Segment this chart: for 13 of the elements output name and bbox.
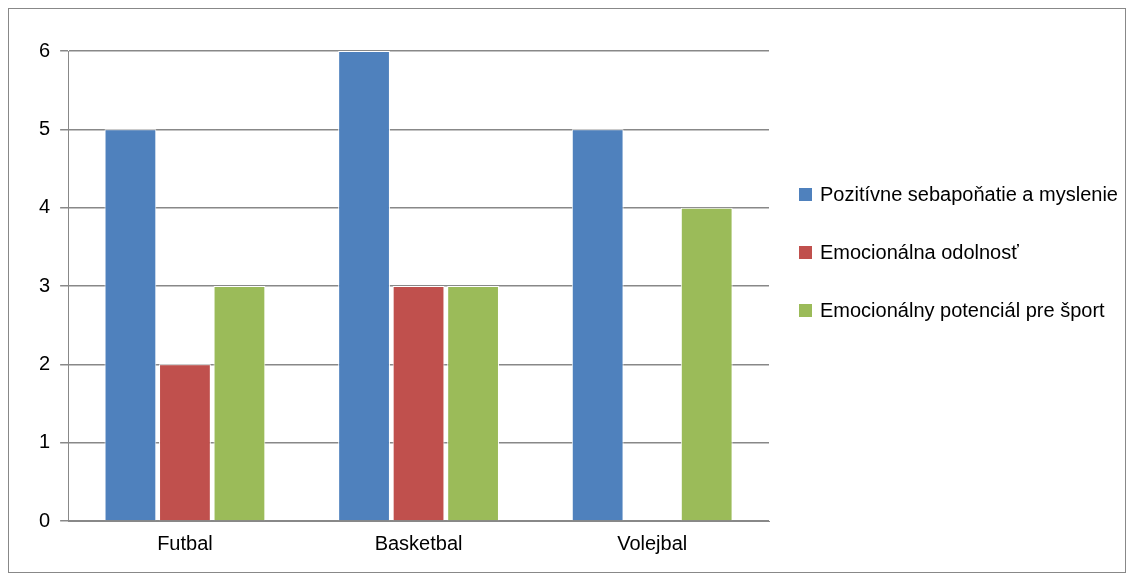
x-tick-label: Basketbal: [374, 531, 463, 554]
y-tick-label: 2: [39, 351, 51, 374]
y-tick-label: 1: [39, 430, 51, 453]
y-tick-label: 3: [39, 273, 51, 296]
y-tick-label: 0: [39, 508, 51, 531]
y-tick-label: 4: [39, 195, 51, 218]
y-tick-label: 6: [39, 38, 51, 61]
legend-label: Emocionálny potenciál pre šport: [820, 298, 1105, 323]
y-tick-label: 5: [39, 116, 51, 139]
legend-label: Pozitívne sebapoňatie a myslenie: [820, 182, 1118, 207]
legend-label: Emocionálna odolnosť: [820, 240, 1019, 265]
x-tick-label: Futbal: [157, 531, 213, 554]
x-tick-label: Volejbal: [617, 531, 688, 554]
